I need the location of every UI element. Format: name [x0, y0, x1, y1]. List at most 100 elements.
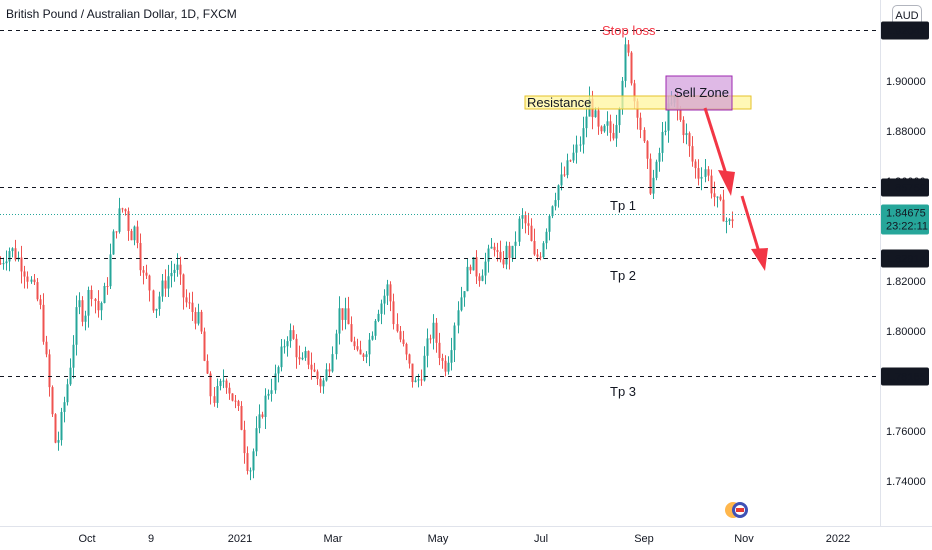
candle-body	[182, 274, 185, 298]
candle-body	[72, 344, 75, 368]
candle-body	[100, 303, 103, 311]
candle-body	[618, 109, 621, 126]
candle-body	[48, 354, 51, 388]
candle-body	[112, 231, 115, 255]
candle-body	[429, 338, 432, 340]
candle-body	[700, 176, 703, 179]
candle-body	[707, 169, 710, 176]
candle-body	[728, 219, 731, 222]
candle-body	[527, 223, 530, 226]
candle-body	[380, 303, 383, 314]
candle-body	[14, 248, 17, 260]
candle-body	[566, 160, 569, 176]
candle-body	[307, 351, 310, 365]
candle-body	[118, 208, 121, 232]
candle-body	[8, 251, 11, 262]
candle-body	[649, 158, 652, 194]
candle-body	[127, 211, 130, 231]
level-tag-label: 1.85759	[886, 183, 926, 195]
candle-body	[554, 200, 557, 207]
candle-body	[490, 246, 493, 249]
candle-body	[310, 364, 313, 370]
level-tag-label: 1.78185	[886, 372, 926, 384]
candle-body	[514, 241, 517, 246]
candle-body	[63, 402, 66, 412]
candle-body	[42, 304, 45, 342]
candle-body	[23, 271, 26, 277]
candle-body	[173, 269, 176, 273]
candle-body	[94, 299, 97, 301]
candle-body	[636, 101, 639, 118]
candle-body	[283, 346, 286, 348]
candle-body	[414, 380, 417, 383]
candle-body	[188, 302, 191, 304]
candle-body	[600, 126, 603, 132]
candle-body	[97, 300, 100, 311]
price-level-tags: 1.92041 1.85759 1.82914 1.78185	[881, 21, 929, 386]
candle-body	[450, 350, 453, 363]
down-arrow-1	[703, 107, 735, 196]
time-tick-label: Jul	[534, 533, 548, 545]
candle-body	[145, 272, 148, 276]
candle-body	[338, 308, 341, 334]
candle-body	[368, 339, 371, 355]
candle-body	[646, 141, 649, 159]
candle-body	[240, 405, 243, 430]
candle-body	[219, 380, 222, 387]
candle-body	[408, 354, 411, 364]
candle-body	[158, 296, 161, 310]
resistance-label: Resistance	[527, 95, 591, 110]
candle-body	[655, 161, 658, 178]
candle-body	[572, 152, 575, 161]
candle-body	[161, 280, 164, 297]
candle-body	[615, 125, 618, 139]
candle-body	[130, 230, 133, 241]
candle-body	[51, 387, 54, 415]
candle-body	[26, 276, 29, 282]
svg-text:1.84675: 1.84675	[886, 208, 926, 220]
candle-body	[371, 335, 374, 340]
candle-body	[347, 308, 350, 325]
candle-body	[365, 354, 368, 357]
candle-body	[691, 146, 694, 162]
candle-body	[704, 169, 707, 177]
candle-body	[319, 378, 322, 387]
candle-body	[341, 308, 344, 320]
svg-text:23:22:11: 23:22:11	[886, 221, 928, 233]
candle-body	[203, 331, 206, 361]
candle-body	[54, 414, 57, 443]
candle-body	[20, 257, 23, 272]
candle-body	[630, 52, 633, 84]
candle-body	[152, 290, 155, 311]
candle-body	[548, 216, 551, 232]
candle-body	[679, 109, 682, 120]
candle-body	[2, 263, 5, 265]
candle-body	[36, 282, 39, 300]
candle-body	[609, 121, 612, 133]
candle-body	[533, 240, 536, 255]
level-tag	[881, 249, 929, 268]
candle-body	[633, 83, 636, 102]
candle-body	[392, 301, 395, 325]
candle-body	[621, 80, 624, 110]
candle-body	[289, 330, 292, 342]
candle-body	[466, 266, 469, 292]
candle-body	[530, 225, 533, 241]
candle-body	[90, 289, 93, 300]
candle-body	[713, 193, 716, 198]
candle-body	[396, 324, 399, 332]
candle-body	[478, 276, 481, 281]
candle-body	[685, 133, 688, 136]
candle-body	[45, 341, 48, 355]
candle-body	[286, 341, 289, 347]
candle-body	[213, 396, 216, 403]
candle-body	[0, 263, 2, 265]
candle-body	[423, 355, 426, 381]
stop-loss-label: Stop loss	[602, 23, 656, 38]
candle-body	[331, 354, 334, 372]
candle-body	[716, 196, 719, 198]
economic-event-icon[interactable]	[725, 502, 748, 518]
candle-body	[185, 297, 188, 303]
candle-body	[75, 307, 78, 345]
